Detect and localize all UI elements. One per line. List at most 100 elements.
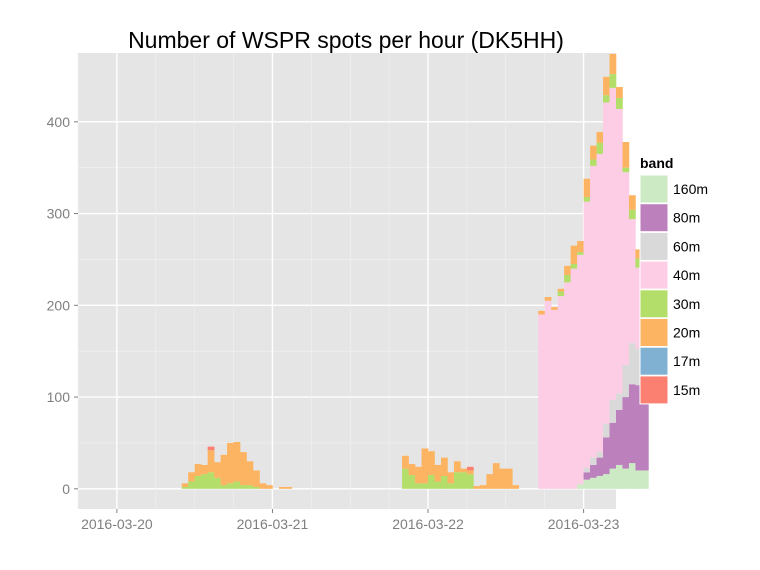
y-tick-label: 0: [62, 481, 70, 497]
bar-segment-80m: [609, 422, 617, 469]
legend-key-20m: [639, 318, 669, 347]
bar-segment-40m: [583, 201, 591, 468]
bar-segment-20m: [421, 448, 429, 484]
bar-segment-30m: [402, 468, 409, 489]
bar-segment-40m: [635, 267, 643, 349]
grid-lines: [77, 53, 616, 509]
x-tick-label: 2016-03-22: [392, 516, 464, 532]
bar-segment-80m: [596, 457, 604, 476]
bar-segment-40m: [609, 87, 617, 400]
bar-segment-20m: [278, 486, 286, 489]
bar-segment-40m: [544, 300, 552, 489]
bar-segment-60m: [590, 457, 597, 465]
legend-key-80m: [639, 203, 669, 233]
bar-segment-20m: [181, 483, 189, 487]
bars-layer: [181, 53, 649, 489]
bar-segment-40m: [603, 102, 610, 424]
bar-segment-20m: [564, 265, 571, 276]
bar-segment-30m: [440, 475, 448, 489]
legend-label-80m: 80m: [673, 210, 700, 226]
bar-segment-30m: [207, 472, 215, 489]
bar-segment-20m: [207, 450, 215, 473]
bar-segment-15m: [466, 466, 474, 471]
bar-segment-30m: [570, 264, 578, 269]
bar-segment-20m: [188, 472, 195, 482]
bar-segment-20m: [577, 241, 584, 253]
bar-segment-20m: [453, 461, 461, 473]
bar-segment-40m: [628, 219, 636, 343]
bar-segment-20m: [616, 86, 623, 98]
bar-segment-60m: [628, 342, 636, 385]
legend-label-17m: 17m: [673, 353, 700, 369]
bar-segment-30m: [577, 252, 584, 255]
bar-segment-160m: [622, 468, 630, 489]
bar-segment-30m: [447, 483, 455, 489]
bar-segment-20m: [227, 442, 234, 484]
legend-label-20m: 20m: [673, 325, 700, 341]
bar-segment-60m: [635, 348, 643, 386]
bar-segment-160m: [641, 470, 649, 489]
bar-segment-20m: [609, 53, 617, 75]
bar-segment-40m: [590, 165, 597, 458]
bar-segment-20m: [240, 452, 247, 486]
bar-segment-30m: [434, 481, 442, 489]
bar-segment-20m: [246, 461, 254, 486]
bar-segment-40m: [570, 268, 578, 489]
bar-segment-15m: [207, 446, 215, 451]
bar-segment-20m: [265, 485, 273, 489]
bar-segment-20m: [402, 455, 409, 469]
bar-segment-20m: [434, 464, 442, 482]
legend-title: band: [640, 155, 673, 171]
bar-segment-160m: [590, 477, 597, 489]
bar-segment-20m: [590, 145, 597, 160]
bar-segment-20m: [253, 470, 260, 487]
bar-segment-20m: [440, 457, 448, 476]
y-tick-label: 300: [47, 206, 71, 222]
x-tick-label: 2016-03-21: [237, 516, 309, 532]
bar-segment-20m: [466, 470, 474, 475]
legend-key-160m: [639, 174, 669, 204]
bar-segment-80m: [583, 472, 591, 480]
bar-segment-30m: [220, 485, 228, 489]
bar-segment-30m: [564, 275, 571, 283]
bar-segment-20m: [447, 472, 455, 484]
bar-segment-60m: [596, 452, 604, 458]
bar-segment-30m: [622, 167, 630, 173]
bar-segment-80m: [616, 409, 623, 465]
bar-segment-30m: [590, 159, 597, 166]
bar-segment-20m: [499, 468, 507, 489]
bar-segment-160m: [628, 463, 636, 489]
bar-segment-160m: [603, 474, 610, 489]
bar-segment-20m: [486, 474, 494, 489]
bar-segment-30m: [194, 475, 202, 489]
bar-segment-20m: [259, 483, 267, 489]
bar-segment-20m: [570, 245, 578, 265]
bar-segment-30m: [415, 483, 422, 489]
bar-segment-20m: [214, 462, 221, 478]
bar-segment-160m: [616, 464, 623, 489]
bar-segment-30m: [635, 258, 643, 268]
bar-segment-60m: [583, 467, 591, 473]
bar-segment-30m: [596, 142, 604, 154]
chart-title: Number of WSPR spots per hour (DK5HH): [128, 27, 564, 53]
bar-segment-60m: [609, 399, 617, 423]
bar-segment-20m: [285, 486, 293, 489]
bar-segment-20m: [583, 178, 591, 198]
bar-segment-20m: [538, 310, 545, 315]
plot-panel: [78, 53, 616, 509]
x-tick-label: 2016-03-20: [81, 516, 153, 532]
bar-segment-30m: [253, 486, 260, 489]
legend-key-30m: [639, 289, 669, 319]
bar-segment-30m: [214, 477, 221, 489]
x-axis: 2016-03-20 2016-03-21 2016-03-22 2016-03-23: [81, 509, 620, 532]
bar-segment-160m: [583, 479, 591, 489]
bar-segment-20m: [628, 195, 636, 210]
bar-segment-20m: [544, 297, 552, 301]
bar-segment-20m: [557, 288, 565, 292]
x-tick-label: 2016-03-23: [548, 516, 620, 532]
bar-segment-20m: [505, 468, 513, 489]
y-axis: 0 100 200 300 400: [47, 114, 78, 497]
bar-segment-20m: [551, 307, 558, 310]
bar-segment-30m: [188, 481, 195, 489]
